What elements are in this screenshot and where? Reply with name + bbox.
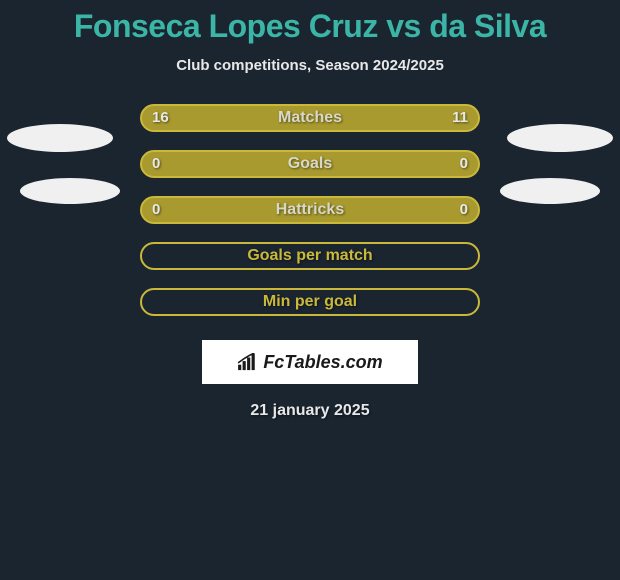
stat-row: Min per goal (0, 288, 620, 334)
date-label: 21 january 2025 (0, 402, 620, 420)
stat-row: Goals0 0 (0, 150, 620, 196)
stat-value-right: 0 (460, 150, 468, 178)
stat-value-left: 16 (152, 104, 169, 132)
stat-row: Goals per match (0, 242, 620, 288)
logo[interactable]: FcTables.com (237, 352, 382, 373)
bar-chart-icon (237, 353, 259, 371)
stat-value-right: 0 (460, 196, 468, 224)
page-title: Fonseca Lopes Cruz vs da Silva (0, 0, 620, 45)
stat-label: Hattricks (140, 196, 480, 224)
stat-label: Min per goal (140, 288, 480, 316)
stat-row: Hattricks0 0 (0, 196, 620, 242)
stat-row: Matches16 11 (0, 104, 620, 150)
stat-value-right: 11 (452, 104, 468, 132)
stat-label: Goals (140, 150, 480, 178)
stat-value-left: 0 (152, 196, 160, 224)
stats-area: Matches1611Goals00Hattricks00Goals per m… (0, 104, 620, 334)
stat-label: Matches (140, 104, 480, 132)
stat-value-left: 0 (152, 150, 160, 178)
logo-text: FcTables.com (263, 352, 382, 373)
logo-box: FcTables.com (202, 340, 418, 384)
subtitle: Club competitions, Season 2024/2025 (0, 57, 620, 74)
stat-label: Goals per match (140, 242, 480, 270)
